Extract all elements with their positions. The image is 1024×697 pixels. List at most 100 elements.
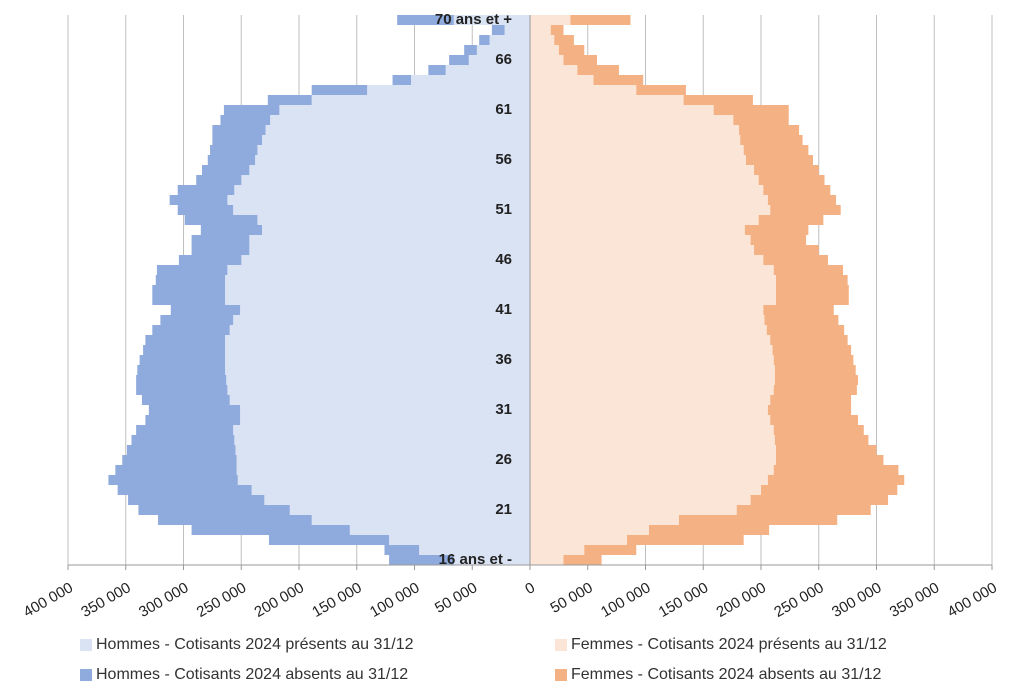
bar — [122, 455, 237, 465]
legend-label: Femmes - Cotisants 2024 présents au 31/1… — [571, 636, 887, 653]
bar — [774, 365, 856, 375]
bar — [117, 485, 252, 495]
bar — [776, 295, 849, 305]
bar — [770, 395, 852, 405]
bar — [761, 485, 898, 495]
bar — [764, 315, 839, 325]
y-tick-label: 26 — [495, 451, 512, 468]
bar — [108, 475, 238, 485]
bar — [530, 45, 559, 55]
bar — [349, 525, 530, 535]
bar — [766, 325, 845, 335]
bar — [234, 435, 530, 445]
bar — [530, 545, 585, 555]
bar — [754, 245, 819, 255]
bar — [758, 175, 825, 185]
bar — [145, 335, 226, 345]
x-tick-label: 300 000 — [829, 579, 884, 621]
bar — [577, 65, 619, 75]
x-tick-label: 150 000 — [309, 579, 364, 621]
bar — [530, 465, 774, 475]
bar — [191, 245, 250, 255]
bar — [453, 555, 530, 565]
bar — [750, 235, 807, 245]
y-tick-label: 21 — [495, 501, 512, 518]
bars — [108, 15, 905, 565]
x-tick-label: 400 000 — [21, 579, 76, 621]
bar — [226, 375, 531, 385]
x-tick-label: 250 000 — [771, 579, 826, 621]
bar — [257, 145, 530, 155]
bar — [530, 315, 765, 325]
bar — [234, 185, 530, 195]
bar — [530, 535, 628, 545]
bar — [212, 125, 266, 135]
bar — [530, 525, 649, 535]
bar — [504, 25, 530, 35]
bar — [428, 65, 446, 75]
bar — [530, 305, 764, 315]
bar — [311, 85, 368, 95]
bar — [225, 295, 530, 305]
bar — [476, 45, 530, 55]
bar — [593, 75, 644, 85]
y-tick-label: 46 — [495, 251, 512, 268]
bar — [240, 405, 530, 415]
bar — [773, 355, 854, 365]
bar — [229, 325, 530, 335]
bar — [530, 475, 768, 485]
bar — [530, 185, 764, 195]
bar — [225, 355, 530, 365]
bar — [744, 225, 809, 235]
bar — [143, 345, 226, 355]
bar — [240, 305, 530, 315]
bar — [530, 405, 768, 415]
bar — [530, 225, 745, 235]
legend-label: Hommes - Cotisants 2024 absents au 31/12 — [96, 666, 408, 683]
bar — [225, 365, 530, 375]
bar — [773, 385, 857, 395]
bar — [683, 95, 753, 105]
bar — [262, 225, 530, 235]
bar — [449, 55, 469, 65]
x-tick-label: 400 000 — [945, 579, 1000, 621]
bar — [225, 335, 530, 345]
bar — [223, 105, 280, 115]
bar — [767, 405, 852, 415]
bar — [236, 455, 530, 465]
bar — [177, 205, 234, 215]
bar — [389, 555, 454, 565]
bar — [178, 255, 242, 265]
legend-swatch — [80, 639, 92, 651]
bar — [648, 525, 770, 535]
bar — [191, 235, 250, 245]
bar — [530, 145, 744, 155]
y-tick-label: 31 — [495, 401, 512, 418]
y-tick-label: 66 — [495, 51, 512, 68]
bar — [240, 415, 530, 425]
bar — [636, 85, 686, 95]
bar — [468, 55, 530, 65]
bar — [249, 235, 530, 245]
x-tick-label: 100 000 — [598, 579, 653, 621]
bar — [136, 385, 228, 395]
legend-label: Femmes - Cotisants 2024 absents au 31/12 — [571, 666, 881, 683]
x-tick-label: 0 — [522, 579, 538, 598]
bar — [745, 155, 813, 165]
bar — [227, 385, 530, 395]
bar — [530, 175, 759, 185]
bar — [763, 185, 831, 195]
bar — [464, 45, 477, 55]
bar — [136, 425, 234, 435]
bar — [530, 495, 751, 505]
bar — [225, 275, 530, 285]
bar — [530, 55, 564, 65]
bar — [160, 315, 234, 325]
bar — [530, 555, 564, 565]
bar — [530, 135, 741, 145]
bar — [411, 75, 530, 85]
bar — [264, 495, 530, 505]
bar — [740, 135, 803, 145]
bar — [772, 345, 852, 355]
bar — [530, 155, 746, 165]
